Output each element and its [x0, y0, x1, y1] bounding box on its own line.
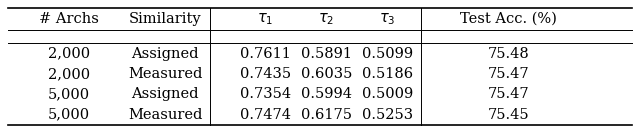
Text: 75.47: 75.47: [488, 67, 530, 81]
Text: 0.5186: 0.5186: [362, 67, 413, 81]
Text: 0.5099: 0.5099: [362, 46, 413, 60]
Text: 0.5009: 0.5009: [362, 87, 413, 101]
Text: # Archs: # Archs: [39, 12, 99, 26]
Text: 2,000: 2,000: [48, 67, 90, 81]
Text: 0.5891: 0.5891: [301, 46, 352, 60]
Text: $\tau_1$: $\tau_1$: [257, 11, 274, 27]
Text: Test Acc. (%): Test Acc. (%): [460, 12, 557, 26]
Text: 0.7435: 0.7435: [240, 67, 291, 81]
Text: Assigned: Assigned: [131, 87, 199, 101]
Text: 75.45: 75.45: [488, 108, 530, 122]
Text: 0.7354: 0.7354: [240, 87, 291, 101]
Text: Similarity: Similarity: [129, 12, 202, 26]
Text: 75.47: 75.47: [488, 87, 530, 101]
Text: Measured: Measured: [128, 67, 202, 81]
Text: 5,000: 5,000: [48, 87, 90, 101]
Text: $\tau_2$: $\tau_2$: [318, 11, 335, 27]
Text: 0.7474: 0.7474: [240, 108, 291, 122]
Text: Assigned: Assigned: [131, 46, 199, 60]
Text: 75.48: 75.48: [488, 46, 530, 60]
Text: 0.5253: 0.5253: [362, 108, 413, 122]
Text: Measured: Measured: [128, 108, 202, 122]
Text: 0.6175: 0.6175: [301, 108, 352, 122]
Text: 2,000: 2,000: [48, 46, 90, 60]
Text: 0.7611: 0.7611: [240, 46, 291, 60]
Text: 0.6035: 0.6035: [301, 67, 352, 81]
Text: 0.5994: 0.5994: [301, 87, 352, 101]
Text: 5,000: 5,000: [48, 108, 90, 122]
Text: $\tau_3$: $\tau_3$: [379, 11, 396, 27]
